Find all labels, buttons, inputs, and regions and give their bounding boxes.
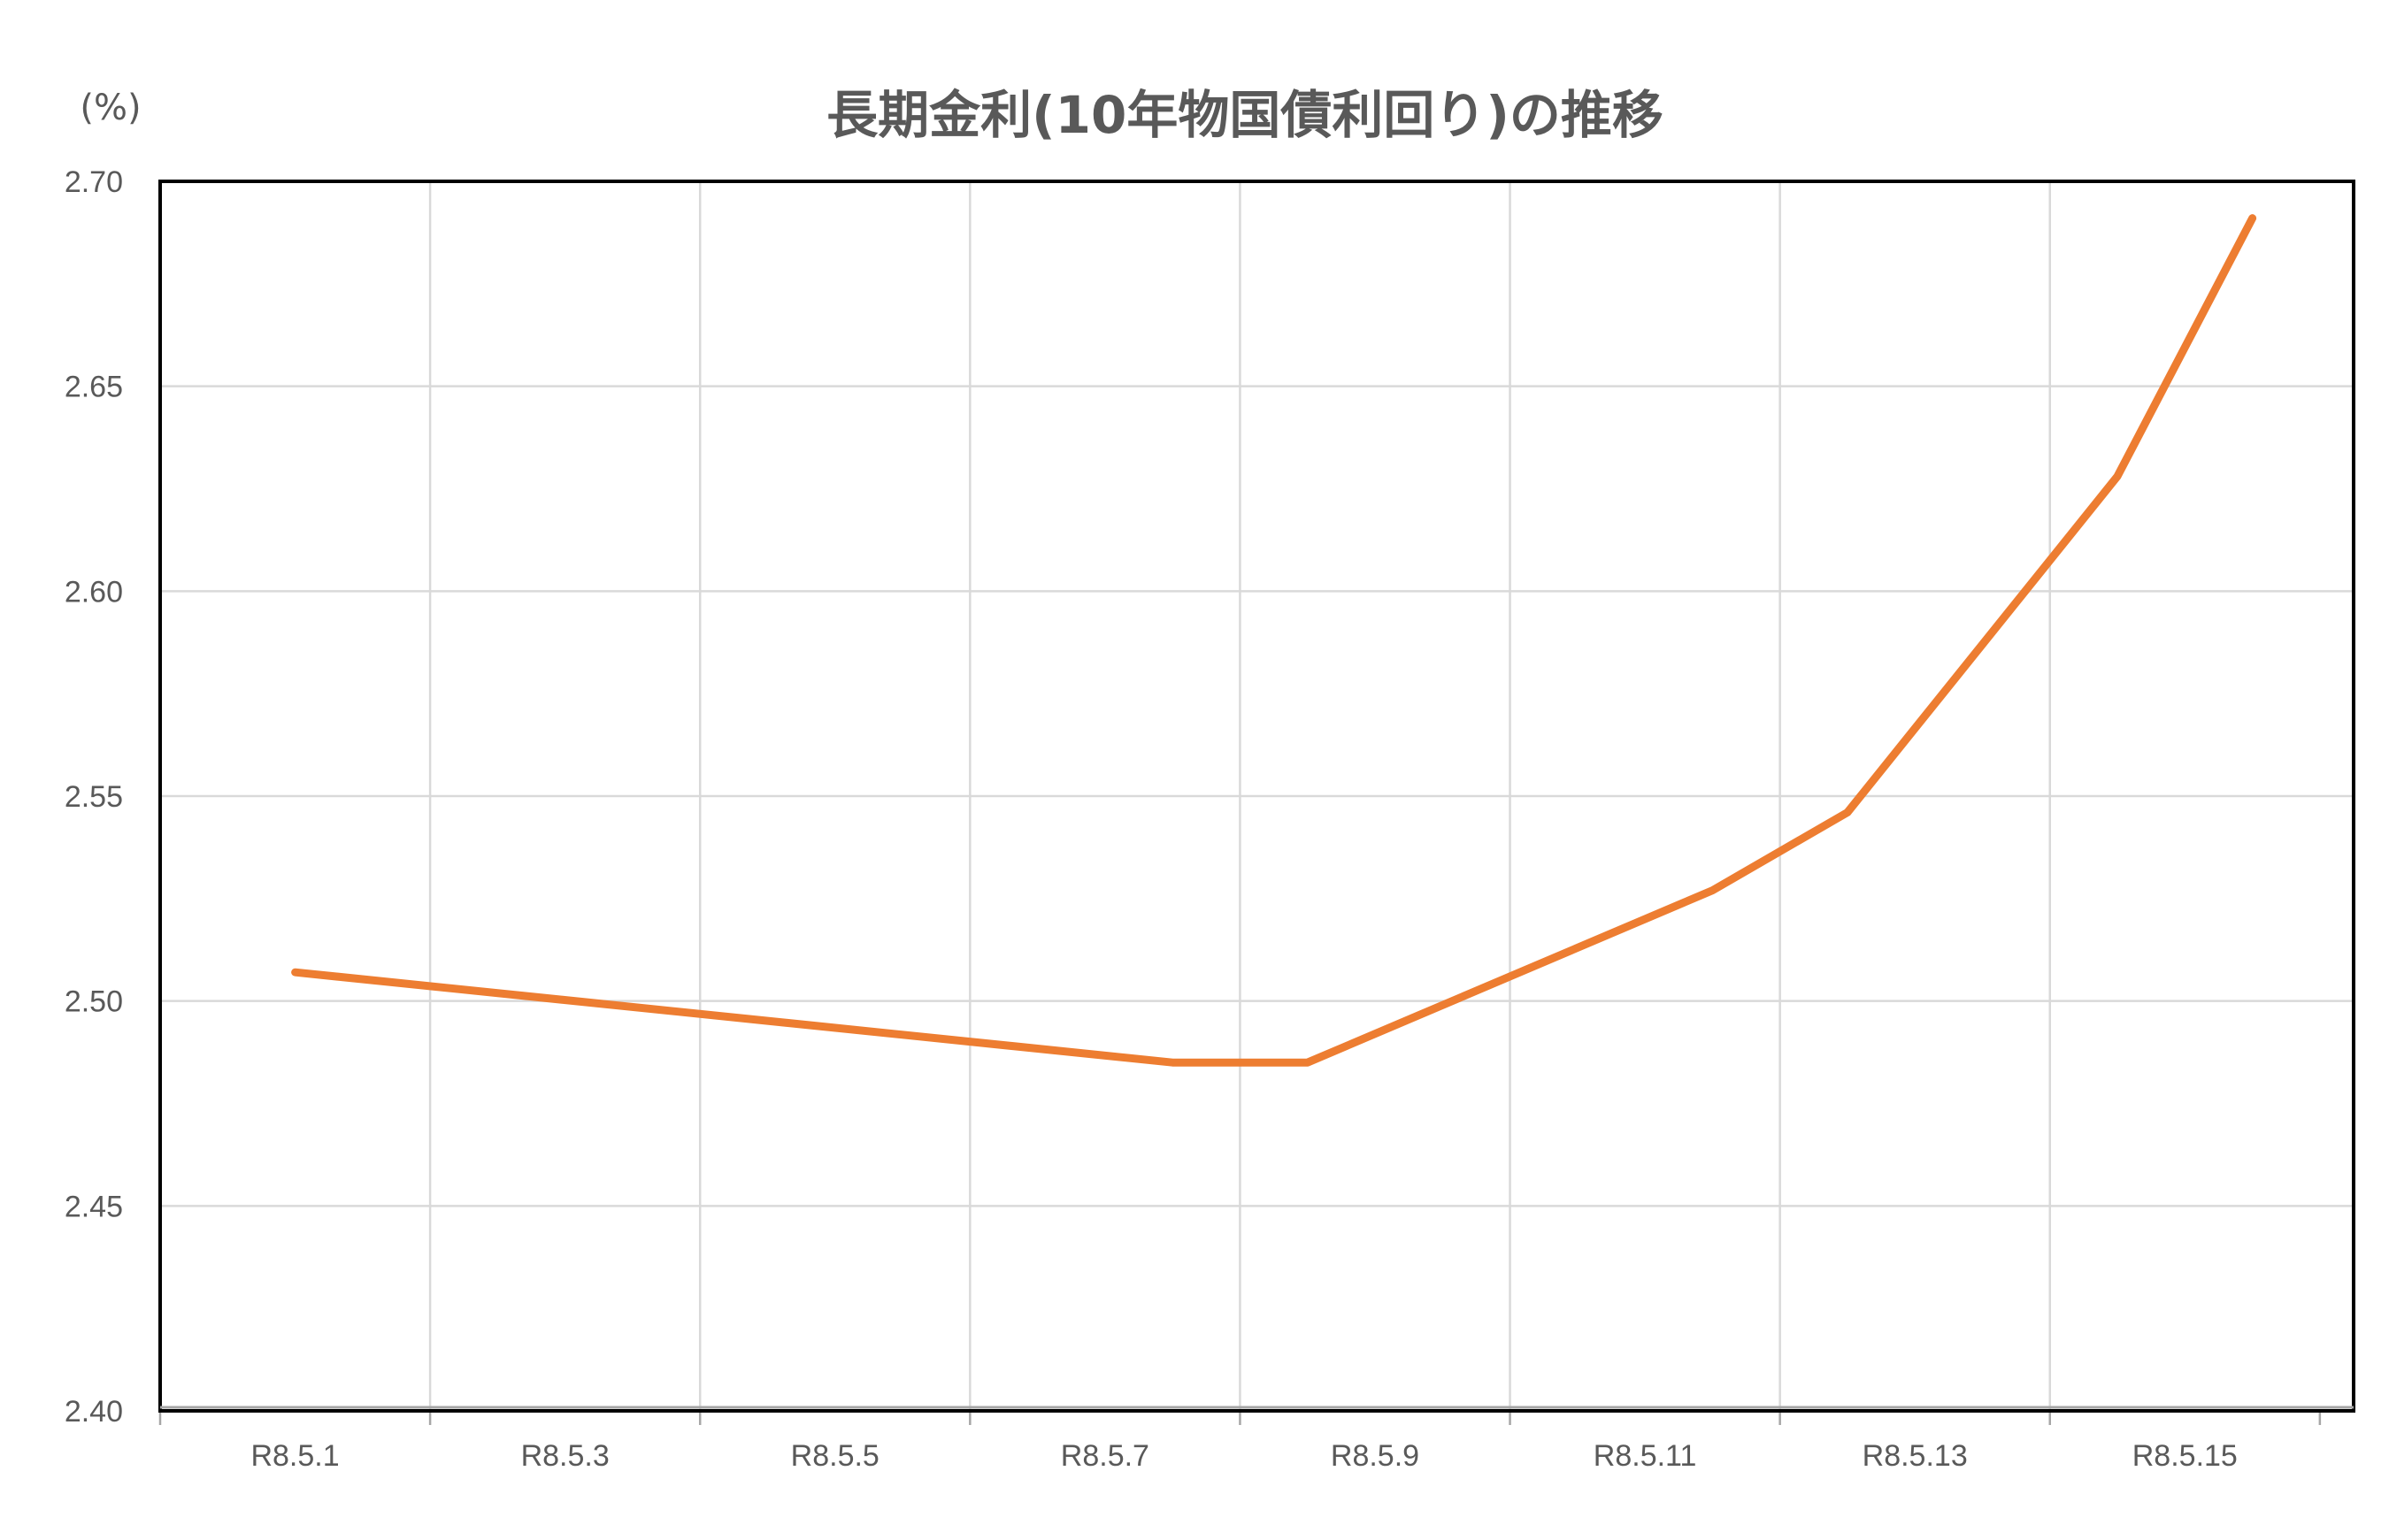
y-axis-unit-label: (%) (80, 88, 141, 128)
y-tick-label: 2.40 (65, 1395, 123, 1429)
gridlines (160, 180, 2354, 1413)
series-layer (291, 214, 2257, 1067)
x-tick-label: R8.5.11 (1594, 1439, 1697, 1473)
y-tick-label: 2.50 (65, 985, 123, 1019)
y-tick-label: 2.45 (65, 1190, 123, 1223)
y-tick-label: 2.65 (65, 371, 123, 404)
x-tick-label: R8.5.9 (1331, 1439, 1419, 1473)
plot-area-border (158, 180, 2355, 1413)
x-tick-label: R8.5.7 (1061, 1439, 1149, 1473)
x-tick-label: R8.5.13 (1863, 1439, 1968, 1473)
chart-title: 長期金利(10年物国債利回り)の推移 (826, 85, 1663, 145)
y-tick-label: 2.60 (65, 575, 123, 609)
axes (158, 180, 2355, 1425)
x-tick-label: R8.5.3 (521, 1439, 610, 1473)
tick-labels: 2.40 2.45 2.50 2.55 2.60 2.65 2.70 R8.5.1 R8.5.3… (65, 165, 2238, 1473)
series-line-0 (291, 214, 2257, 1067)
x-tick-label: R8.5.15 (2132, 1439, 2238, 1473)
x-tick-label: R8.5.5 (791, 1439, 880, 1473)
y-tick-label: 2.70 (65, 165, 123, 199)
x-tick-label: R8.5.1 (250, 1439, 339, 1473)
y-tick-label: 2.55 (65, 780, 123, 814)
